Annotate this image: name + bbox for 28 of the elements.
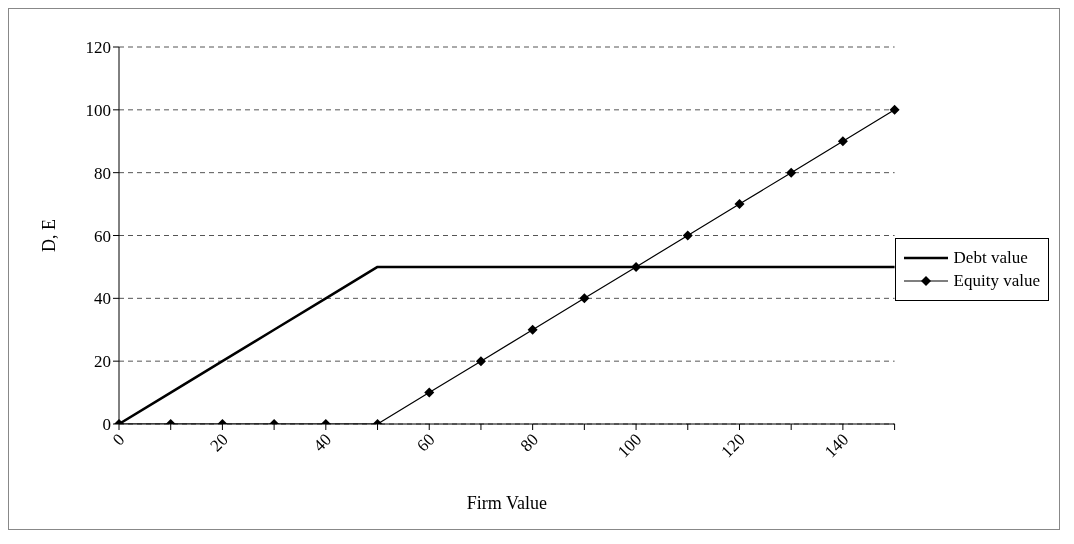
point — [837, 136, 848, 147]
point — [682, 230, 693, 241]
x-tick-label: 120 — [717, 429, 749, 462]
x-tick-label: 20 — [206, 429, 232, 456]
point — [475, 356, 486, 367]
y-tick-label: 40 — [94, 289, 111, 309]
legend-label: Equity value — [953, 270, 1040, 291]
y-tick-label: 100 — [85, 100, 111, 120]
x-tick-label: 60 — [413, 429, 439, 456]
point — [734, 199, 745, 210]
x-tick-label: 40 — [309, 429, 336, 456]
y-tick-label: 20 — [94, 352, 111, 372]
x-tick-label: 100 — [613, 429, 646, 462]
x-tick-label: 0 — [108, 429, 129, 450]
point — [579, 293, 590, 304]
y-tick-label: 80 — [94, 163, 111, 183]
point — [889, 104, 900, 115]
y-axis-title: D, E — [39, 219, 60, 252]
point — [786, 167, 797, 178]
legend-label: Debt value — [953, 247, 1028, 268]
y-tick-label: 120 — [85, 38, 111, 58]
y-tick-label: 0 — [102, 415, 111, 435]
x-axis-title: Firm Value — [466, 493, 547, 513]
x-tick-label: 140 — [820, 429, 853, 462]
x-tick-label: 80 — [516, 429, 543, 456]
point — [424, 387, 435, 398]
point — [527, 324, 538, 335]
y-tick-label: 60 — [94, 226, 111, 246]
